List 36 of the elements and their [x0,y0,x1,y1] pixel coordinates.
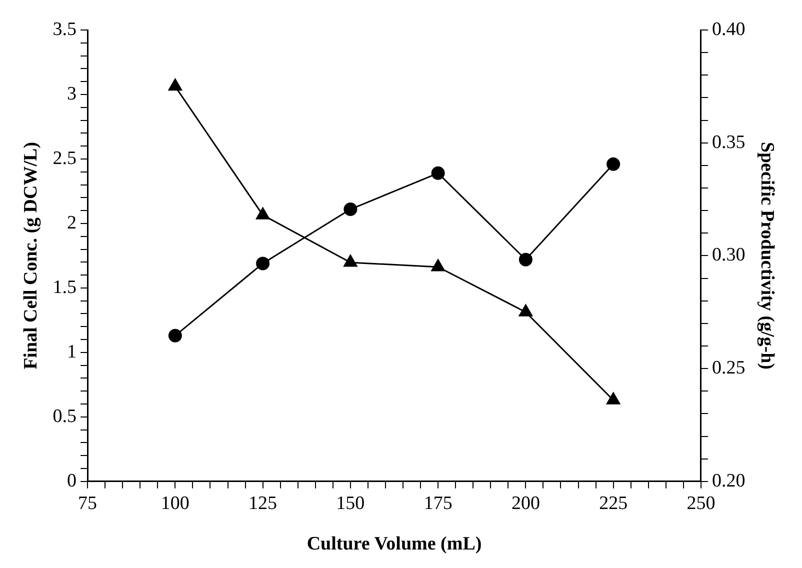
y-axis-title: Final Cell Conc. (g DCW/L) [20,142,42,370]
x-tick-label: 125 [248,492,278,514]
point [431,259,445,272]
point [606,392,620,404]
y2-axis-title: Specific Productivity (g/g-h) [756,142,778,370]
y-tick-label: 3.5 [52,18,77,40]
point [256,207,270,220]
y2-tick-label: 0.25 [712,358,746,379]
point [168,328,182,342]
x-tick-label: 75 [78,492,98,514]
y2-tick-label: 0.20 [712,470,746,492]
x-tick-label: 175 [424,492,452,514]
point [168,78,182,91]
point [606,157,620,171]
x-tick-label: 225 [599,492,628,514]
y-tick-label: 2.5 [52,148,77,169]
y-tick-label: 1 [67,341,77,362]
point [344,202,358,216]
x-tick-label: 150 [336,492,365,514]
x-tick-label: 100 [160,492,190,514]
y-tick-label: 1.5 [52,276,77,298]
point [256,256,270,270]
y-tick-label: 0 [67,470,77,492]
y2-tick-label: 0.35 [712,132,746,153]
y-tick-label: 2 [67,212,77,234]
x-tick-label: 250 [686,492,716,514]
x-axis-title: Culture Volume (mL) [306,534,482,555]
y-tick-label: 3 [67,83,77,104]
point [518,252,532,266]
y2-tick-label: 0.40 [712,18,746,40]
point [344,254,358,267]
point [431,166,445,180]
y2-tick-label: 0.30 [712,244,746,266]
point [518,304,533,316]
x-tick-label: 200 [511,492,540,514]
y-tick-label: 0.5 [52,406,77,427]
